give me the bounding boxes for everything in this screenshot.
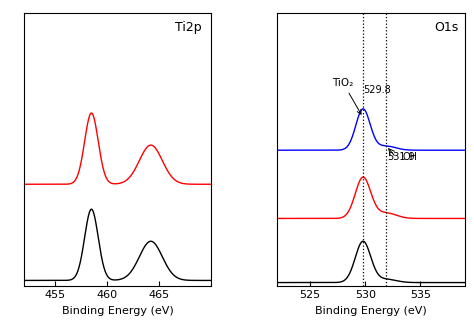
Text: TiO₂: TiO₂ [333, 78, 361, 114]
Text: OH: OH [403, 152, 418, 162]
Text: 531.9: 531.9 [388, 152, 415, 162]
X-axis label: Binding Energy (eV): Binding Energy (eV) [315, 306, 427, 316]
Text: O1s: O1s [435, 22, 459, 35]
X-axis label: Binding Energy (eV): Binding Energy (eV) [62, 306, 173, 316]
Text: 529.8: 529.8 [364, 85, 392, 95]
Text: Ti2p: Ti2p [175, 22, 202, 35]
